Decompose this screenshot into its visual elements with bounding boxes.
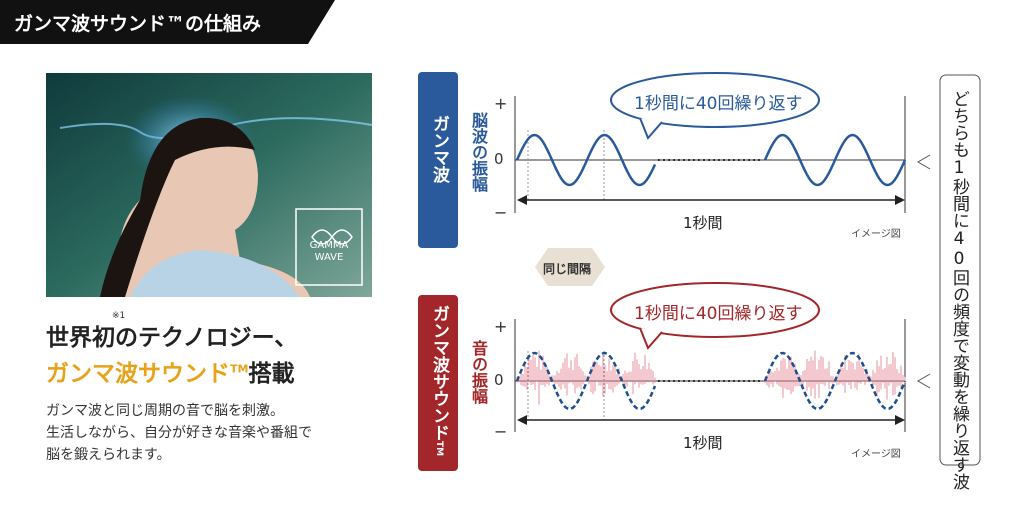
bubble-tail — [639, 327, 663, 350]
brain-label-box — [418, 72, 458, 248]
header-bar — [0, 0, 335, 44]
sound-label-tm: TM — [434, 441, 444, 457]
brain-label: ガンマ波 — [429, 115, 449, 183]
axis-zero: 0 — [494, 371, 504, 389]
envelope — [763, 351, 907, 411]
side-box — [939, 74, 981, 466]
brain-wave — [515, 133, 657, 187]
sound-label: ガンマ波サウンドTM — [427, 305, 452, 456]
bracket-bottom — [917, 373, 931, 389]
heading-tm: TM — [230, 362, 249, 376]
badge-logo — [311, 229, 353, 245]
envelope — [515, 351, 657, 411]
badge-frame — [295, 208, 363, 286]
body-text: ガンマ波と同じ周期の音で脳を刺激。生活しながら、自分が好きな音楽や番組で 脳を鍛え… — [46, 400, 312, 466]
bracket-top — [917, 154, 931, 170]
axis-zero: 0 — [494, 150, 504, 168]
badge-word: GAMMA — [309, 240, 349, 251]
span-label: 1秒間 — [683, 214, 723, 232]
bubble-text: 1秒間に40回繰り返す — [634, 304, 803, 324]
axis-minus: − — [494, 422, 508, 441]
interval-arrow — [535, 248, 605, 286]
body-line: 脳を鍛えられます。 — [46, 447, 171, 463]
body-line: 生活しながら、自分が好きな音楽や番組で — [46, 425, 312, 441]
image-note: イメージ図 — [851, 449, 901, 460]
photo-hair — [100, 117, 255, 297]
badge-text: GAMMA WAVE — [306, 240, 352, 264]
sound-label-box — [418, 295, 458, 471]
span-label: 1秒間 — [683, 434, 723, 452]
heading-accent: ガンマ波サウンド — [46, 361, 230, 387]
badge-word: WAVE — [314, 252, 344, 263]
header-title: ガンマ波サウンド™の仕組み — [14, 13, 262, 35]
interval-label: 同じ間隔 — [543, 262, 592, 276]
axis-minus: − — [494, 203, 508, 222]
heading-line: 世界初のテクノロジー、 — [46, 325, 298, 351]
photo-shirt — [130, 250, 300, 297]
brain-wave — [763, 133, 907, 187]
image-note: イメージ図 — [851, 229, 901, 240]
side-note: どちらも1秒間に40回の頻度で変動を繰り返す波 — [949, 90, 969, 490]
heading-line: ガンマ波サウンドTM搭載 — [46, 354, 294, 388]
axis-plus: + — [494, 94, 508, 113]
bubble — [610, 282, 820, 338]
bubble-text: 1秒間に40回繰り返す — [634, 94, 803, 114]
brain-axis-title: 脳波の振幅 — [469, 112, 488, 192]
bubble — [610, 72, 820, 128]
footnote-mark: ※1 — [112, 311, 126, 321]
sound-axis-title: 音の振幅 — [469, 340, 488, 404]
heading-tail: 搭載 — [248, 361, 295, 387]
sound-label-text: ガンマ波サウンド — [429, 305, 449, 441]
bubble-tail — [639, 117, 663, 140]
axis-plus: + — [494, 317, 508, 336]
body-line: ガンマ波と同じ周期の音で脳を刺激。 — [46, 403, 284, 419]
